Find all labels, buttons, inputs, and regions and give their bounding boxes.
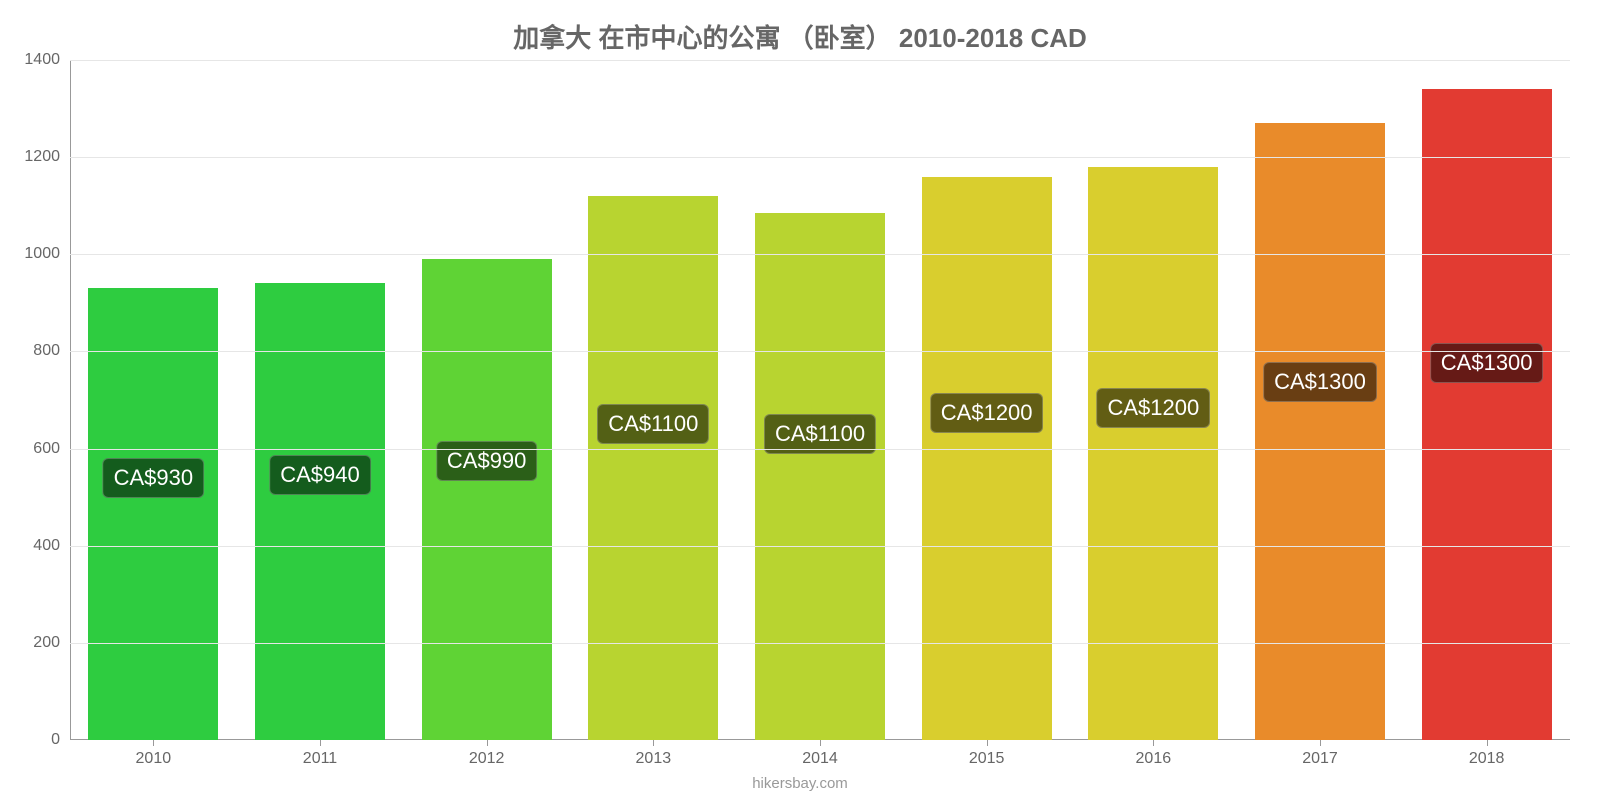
x-tick-mark [987,740,988,746]
grid-line [70,254,1570,255]
bar: CA$1300 [1255,123,1385,740]
grid-line [70,60,1570,61]
bar-value-badge: CA$940 [269,455,371,495]
grid-line [70,351,1570,352]
bar: CA$990 [422,259,552,740]
x-tick-label: 2016 [1136,750,1172,768]
y-tick-label: 0 [51,731,60,749]
x-tick-mark [1153,740,1154,746]
y-tick-label: 400 [33,537,60,555]
x-tick-mark [153,740,154,746]
bar-value-badge: CA$1300 [1430,343,1544,383]
x-tick-mark [320,740,321,746]
x-tick-label: 2015 [969,750,1005,768]
bar: CA$1100 [588,196,718,740]
x-tick-mark [1320,740,1321,746]
grid-line [70,449,1570,450]
y-tick-label: 200 [33,634,60,652]
x-tick-label: 2011 [303,750,337,768]
y-tick-label: 800 [33,342,60,360]
grid-line [70,643,1570,644]
bar-value-badge: CA$1100 [597,404,709,444]
bars-container: CA$930 CA$940 CA$990 CA$1100 CA$1100 CA$1200 C… [70,60,1570,740]
x-tick-mark [820,740,821,746]
bar-chart: 加拿大 在市中心的公寓 （卧室） 2010-2018 CAD CA$930CA$… [0,0,1600,800]
chart-footer: hikersbay.com [0,775,1600,792]
bar-value-badge: CA$990 [436,441,538,481]
x-tick-mark [653,740,654,746]
plot-area: CA$930 CA$940 CA$990 CA$1100 CA$1100 CA$1200 C… [70,60,1570,740]
bar-value-badge: CA$1200 [930,393,1044,433]
bar: CA$1200 [1088,167,1218,740]
x-tick-label: 2013 [636,750,672,768]
bar: CA$1100 [755,213,885,740]
grid-line [70,546,1570,547]
bar-value-badge: CA$1200 [1096,388,1210,428]
grid-line [70,157,1570,158]
y-tick-label: 1000 [24,245,60,263]
x-tick-label: 2012 [469,750,505,768]
chart-title: 加拿大 在市中心的公寓 （卧室） 2010-2018 CAD [0,18,1600,55]
y-tick-label: 1400 [24,51,60,69]
x-tick-mark [487,740,488,746]
bar: CA$930 [88,288,218,740]
x-tick-label: 2014 [802,750,838,768]
bar-value-badge: CA$1300 [1263,362,1377,402]
y-tick-label: 600 [33,440,60,458]
x-tick-label: 2010 [136,750,172,768]
bar: CA$1200 [922,177,1052,740]
x-tick-label: 2017 [1302,750,1338,768]
x-tick-mark [1487,740,1488,746]
bar-value-badge: CA$930 [103,458,205,498]
x-tick-label: 2018 [1469,750,1505,768]
y-tick-label: 1200 [24,148,60,166]
